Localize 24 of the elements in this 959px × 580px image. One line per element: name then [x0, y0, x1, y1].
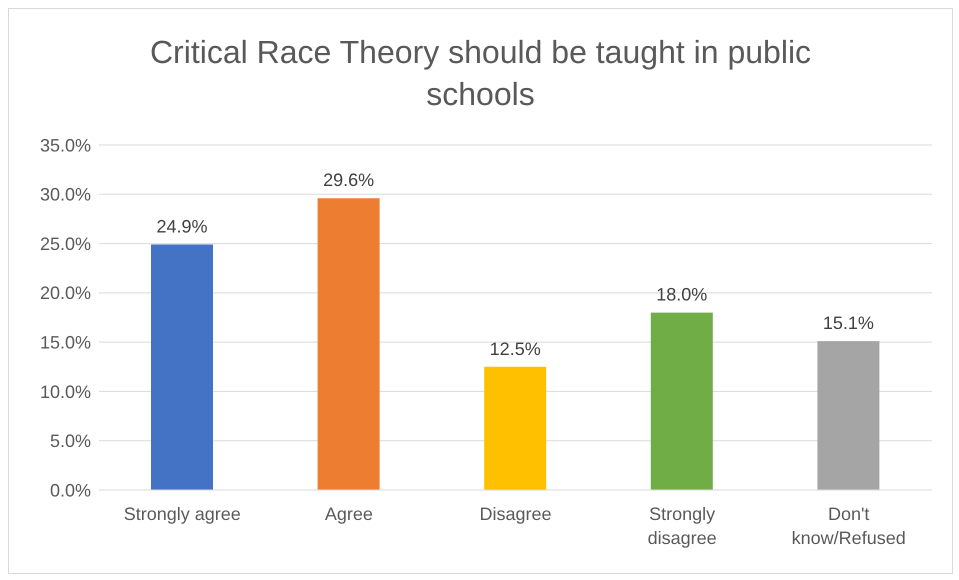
x-tick-label: Strongly agree — [124, 504, 241, 524]
data-label: 15.1% — [822, 313, 874, 334]
data-label: 29.6% — [323, 170, 374, 190]
y-tick-label: 15.0% — [40, 332, 91, 353]
chart-title: Critical Race Theory should be taught in public schools — [148, 33, 812, 114]
y-tick-label: 35.0% — [40, 135, 91, 156]
y-tick-label: 25.0% — [40, 234, 91, 254]
x-tick-label: Strongly disagree — [648, 504, 717, 548]
bar — [151, 244, 213, 490]
y-tick-label: 20.0% — [40, 283, 91, 304]
x-tick-label: Agree — [324, 504, 373, 524]
y-tick-label: 10.0% — [40, 382, 91, 402]
x-tick-label: Don't know/Refused — [792, 504, 906, 548]
bar — [817, 341, 880, 490]
y-tick-label: 30.0% — [40, 184, 91, 205]
data-label: 18.0% — [656, 284, 708, 305]
data-label: 24.9% — [156, 216, 208, 237]
bar — [650, 312, 713, 490]
bar — [318, 198, 380, 490]
y-tick-label: 0.0% — [50, 480, 91, 500]
y-tick-label: 5.0% — [50, 431, 91, 452]
data-label: 12.5% — [490, 338, 541, 359]
bar — [484, 366, 546, 490]
x-tick-label: Disagree — [479, 504, 552, 524]
